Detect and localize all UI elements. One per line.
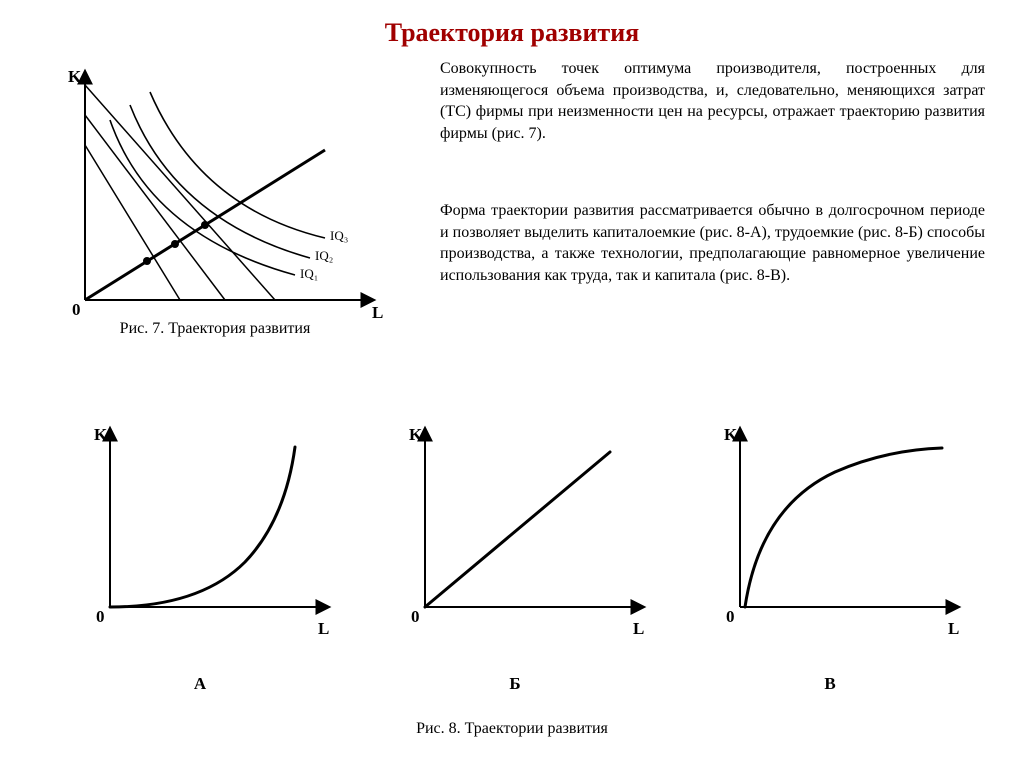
figure-8-row: 0LK А 0LK Б 0LK: [60, 412, 970, 672]
figure-8-panel-b: 0LK Б: [375, 412, 655, 672]
svg-text:0: 0: [72, 300, 81, 319]
figure-8-panel-a: 0LK А: [60, 412, 340, 672]
figure-8-svg-a: 0 L K: [60, 412, 340, 642]
svg-text:K: K: [409, 425, 423, 444]
page-title: Траектория развития: [0, 18, 1024, 48]
svg-text:0: 0: [726, 607, 735, 626]
figure-8-caption: Рис. 8. Траектории развития: [0, 720, 1024, 738]
figure-7-svg: 0 L K IQ₁ IQ₂ IQ₃: [50, 60, 390, 320]
svg-text:0: 0: [411, 607, 420, 626]
svg-text:IQ₁: IQ₁: [300, 266, 318, 281]
svg-text:K: K: [68, 67, 82, 86]
svg-text:K: K: [724, 425, 738, 444]
panel-letter-a: А: [60, 674, 340, 694]
figure-7-caption: Рис. 7. Траектория развития: [85, 320, 345, 338]
svg-text:L: L: [948, 619, 959, 638]
svg-text:L: L: [633, 619, 644, 638]
panel-letter-c: В: [690, 674, 970, 694]
figure-8-svg-b: 0 L K: [375, 412, 655, 642]
paragraph-2: Форма траектории развития рассматриваетс…: [440, 200, 985, 286]
svg-text:L: L: [318, 619, 329, 638]
svg-text:IQ₂: IQ₂: [315, 248, 333, 263]
figure-8-panel-c: 0LK В: [690, 412, 970, 672]
svg-text:L: L: [372, 303, 383, 320]
panel-letter-b: Б: [375, 674, 655, 694]
figure-8-svg-c: 0 L K: [690, 412, 970, 642]
paragraph-1: Совокупность точек оптимума производител…: [440, 58, 985, 144]
svg-text:0: 0: [96, 607, 105, 626]
figure-7: 0 L K IQ₁ IQ₂ IQ₃: [50, 60, 390, 325]
svg-text:K: K: [94, 425, 108, 444]
svg-text:IQ₃: IQ₃: [330, 228, 348, 243]
